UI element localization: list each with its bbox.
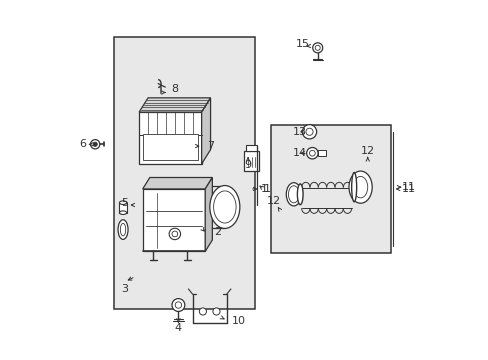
Text: 4: 4 — [175, 323, 182, 333]
Circle shape — [172, 231, 177, 237]
Circle shape — [90, 140, 100, 149]
Text: 3: 3 — [121, 284, 128, 294]
Bar — [119, 203, 126, 213]
Polygon shape — [142, 177, 212, 189]
Ellipse shape — [285, 183, 301, 206]
Polygon shape — [201, 98, 210, 164]
Ellipse shape — [288, 186, 299, 203]
Ellipse shape — [119, 201, 126, 204]
Circle shape — [302, 125, 316, 139]
Text: 12: 12 — [266, 197, 281, 206]
Ellipse shape — [209, 185, 240, 228]
Polygon shape — [205, 177, 212, 251]
Ellipse shape — [297, 184, 303, 204]
Circle shape — [169, 228, 180, 240]
Ellipse shape — [351, 172, 356, 202]
Text: 1: 1 — [264, 184, 270, 194]
Ellipse shape — [348, 171, 371, 203]
Text: 1: 1 — [260, 184, 267, 194]
Text: 10: 10 — [231, 316, 245, 326]
Bar — [142, 134, 198, 160]
Text: 9: 9 — [244, 160, 251, 170]
Bar — [142, 189, 205, 251]
Text: 5: 5 — [121, 198, 128, 208]
Text: 14: 14 — [292, 148, 306, 158]
Ellipse shape — [119, 211, 126, 215]
Bar — [271, 125, 390, 253]
Text: 8: 8 — [171, 84, 178, 94]
Circle shape — [315, 45, 320, 50]
Ellipse shape — [213, 191, 236, 223]
Circle shape — [309, 150, 315, 156]
Text: 2: 2 — [214, 227, 221, 237]
Bar — [244, 152, 258, 171]
Text: 12: 12 — [360, 147, 374, 157]
Circle shape — [212, 308, 220, 315]
Text: 15: 15 — [296, 39, 310, 49]
Bar — [114, 37, 255, 309]
Bar — [139, 112, 201, 164]
Circle shape — [93, 142, 97, 147]
Bar — [246, 145, 257, 152]
Bar — [317, 150, 325, 157]
Circle shape — [312, 43, 322, 53]
Text: 11: 11 — [401, 182, 415, 192]
Circle shape — [305, 128, 312, 135]
Circle shape — [172, 298, 184, 311]
Circle shape — [175, 302, 181, 308]
Ellipse shape — [118, 220, 128, 239]
Ellipse shape — [353, 176, 367, 198]
Circle shape — [199, 308, 206, 315]
Text: 13: 13 — [292, 127, 306, 137]
Ellipse shape — [120, 223, 125, 236]
Circle shape — [306, 148, 317, 159]
Polygon shape — [139, 98, 210, 112]
Text: 6: 6 — [80, 139, 86, 149]
Text: 11: 11 — [401, 184, 415, 194]
Text: 7: 7 — [206, 141, 214, 151]
